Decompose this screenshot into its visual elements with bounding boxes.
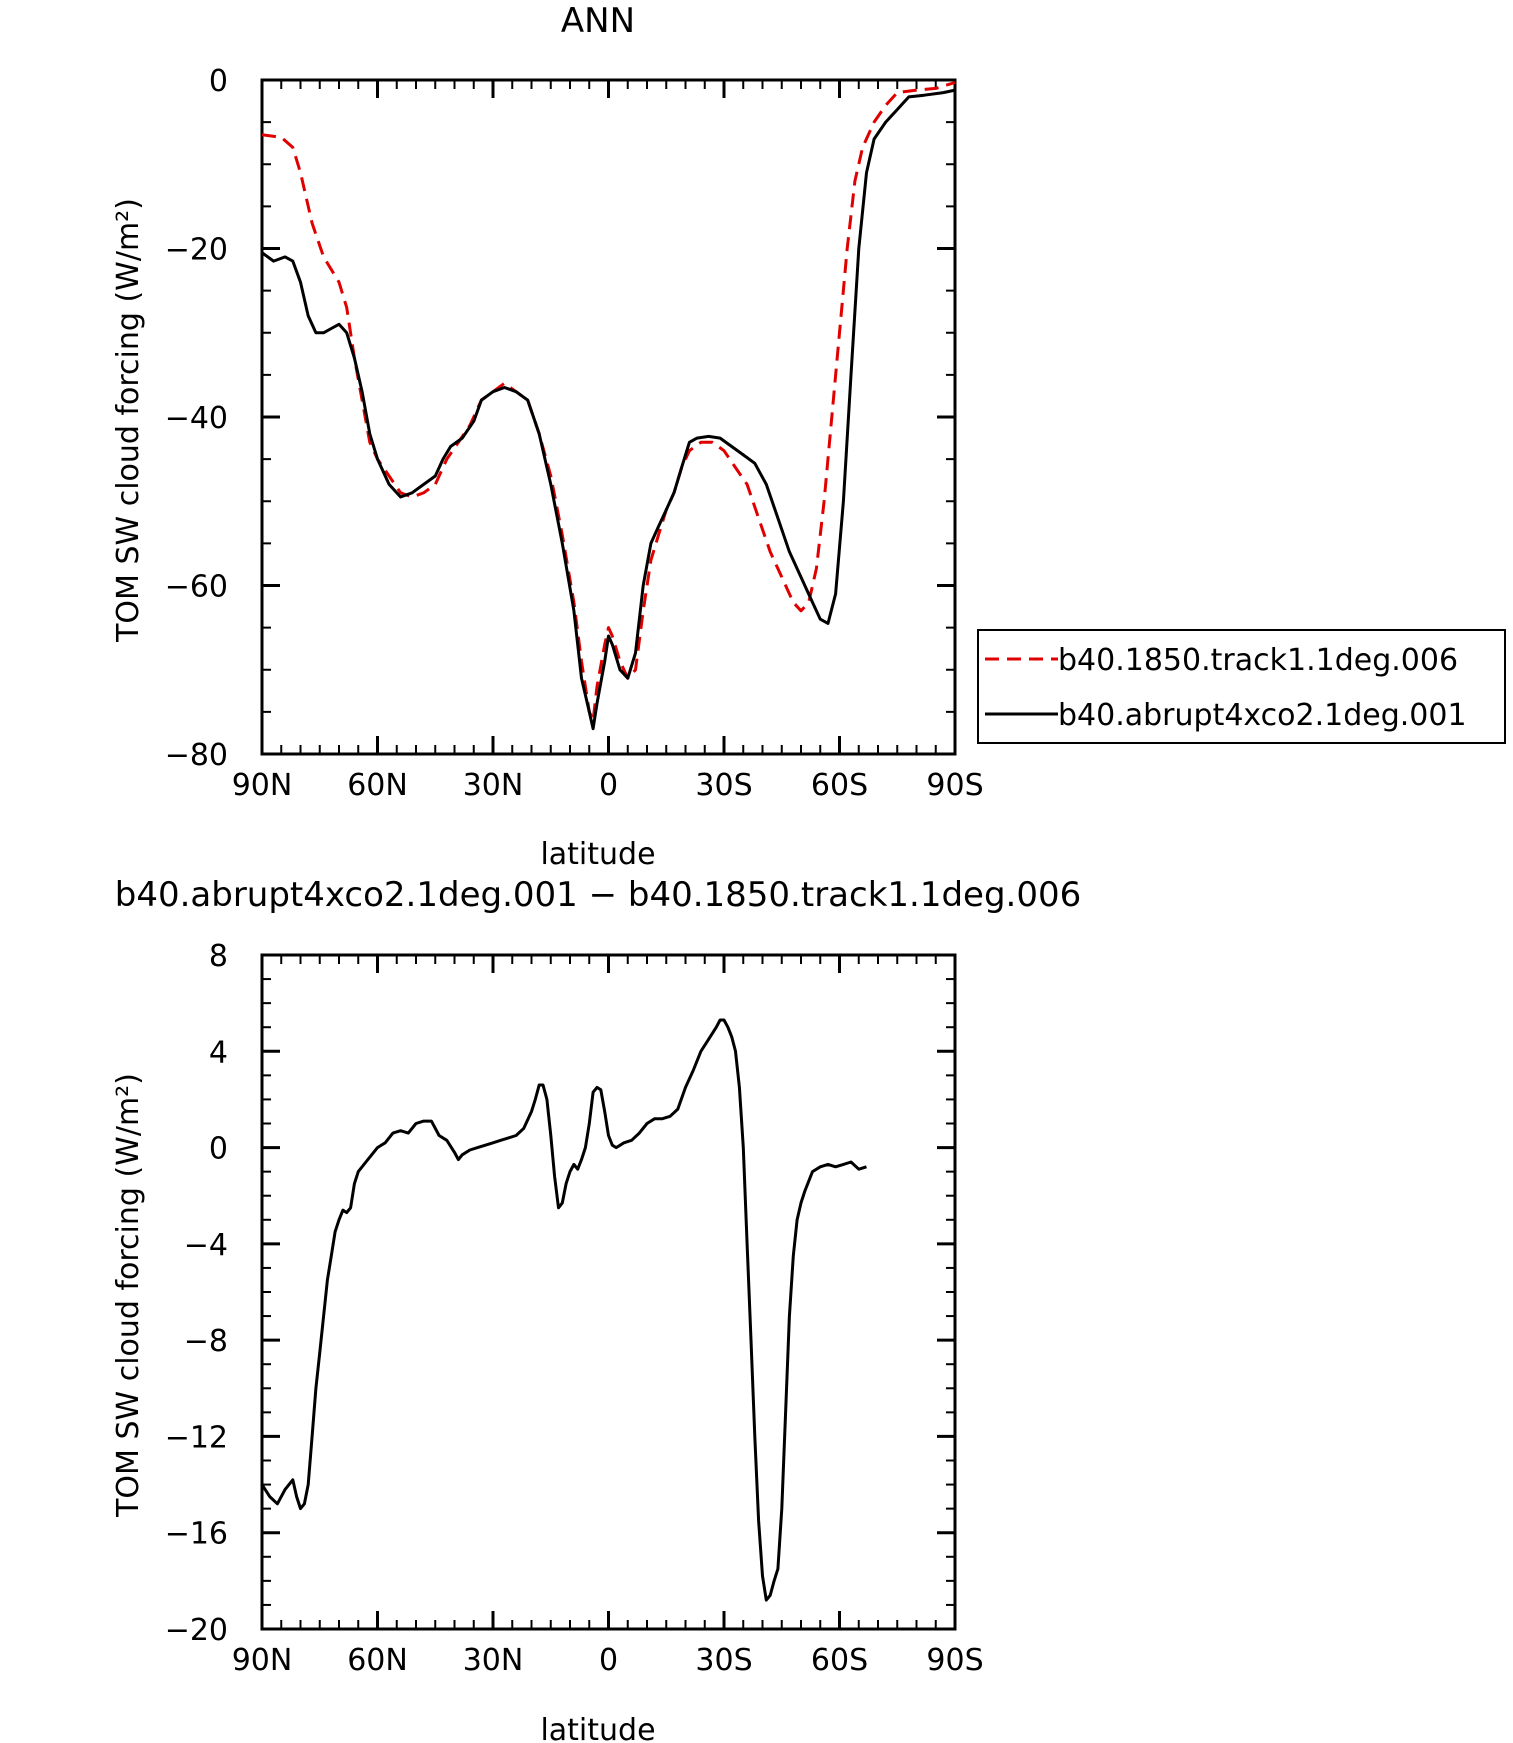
- y-axis-label: TOM SW cloud forcing (W/m²): [111, 198, 146, 643]
- x-tick-label: 60S: [811, 1643, 868, 1678]
- x-tick-label: 60N: [347, 768, 408, 803]
- y-tick-label: 0: [209, 64, 228, 99]
- y-tick-label: −40: [165, 401, 228, 436]
- y-axis-label: TOM SW cloud forcing (W/m²): [111, 1073, 146, 1518]
- x-tick-label: 30S: [695, 768, 752, 803]
- x-tick-label: 0: [599, 768, 618, 803]
- y-tick-label: −20: [165, 233, 228, 268]
- x-axis-label: latitude: [540, 1713, 655, 1743]
- x-tick-label: 90N: [232, 1643, 293, 1678]
- legend-label-series-2: b40.abrupt4xco2.1deg.001: [1058, 698, 1467, 733]
- top-panel: ANN 90N 60N 30N 0 30S 60S 90S 0 −20 −40 −60 −80 lat…: [111, 1, 1506, 872]
- y-tick-label: −16: [165, 1517, 228, 1552]
- y-tick-label: 0: [209, 1132, 228, 1167]
- x-axis-label: latitude: [540, 837, 655, 872]
- y-tick-label: −4: [184, 1228, 228, 1263]
- series-line-1: [260, 1018, 867, 1602]
- y-tick-label: 8: [209, 939, 228, 974]
- legend-label-series-1: b40.1850.track1.1deg.006: [1058, 643, 1458, 678]
- y-tick-label: −80: [165, 738, 228, 773]
- x-tick-label: 90N: [232, 768, 293, 803]
- chart-title: ANN: [561, 1, 635, 41]
- bottom-plot-area: 90N 60N 30N 0 30S 60S 90S 8 4 0 −4 −8 −12 −16 −20: [165, 939, 984, 1678]
- top-plot-area: 90N 60N 30N 0 30S 60S 90S 0 −20 −40 −60 −80: [165, 64, 984, 803]
- x-tick-label: 90S: [926, 768, 983, 803]
- y-tick-label: 4: [209, 1035, 228, 1070]
- x-tick-label: 60S: [811, 768, 868, 803]
- legend-box: [977, 629, 1506, 744]
- bottom-panel: b40.abrupt4xco2.1deg.001 − b40.1850.trac…: [111, 875, 1081, 1743]
- legend: b40.1850.track1.1deg.006 b40.abrupt4xco2…: [977, 629, 1506, 744]
- x-tick-label: 0: [599, 1643, 618, 1678]
- y-tick-label: −20: [165, 1613, 228, 1648]
- x-tick-label: 60N: [347, 1643, 408, 1678]
- series-line-1: [261, 81, 956, 722]
- plot-frame: [260, 953, 957, 1631]
- y-tick-label: −12: [165, 1420, 228, 1455]
- x-tick-label: 90S: [926, 1643, 983, 1678]
- y-tick-label: −60: [165, 570, 228, 605]
- x-tick-label: 30N: [463, 768, 524, 803]
- x-tick-label: 30N: [463, 1643, 524, 1678]
- chart-title: b40.abrupt4xco2.1deg.001 − b40.1850.trac…: [115, 875, 1082, 915]
- y-tick-label: −8: [184, 1324, 228, 1359]
- x-tick-label: 30S: [695, 1643, 752, 1678]
- series-line-2: [261, 88, 956, 731]
